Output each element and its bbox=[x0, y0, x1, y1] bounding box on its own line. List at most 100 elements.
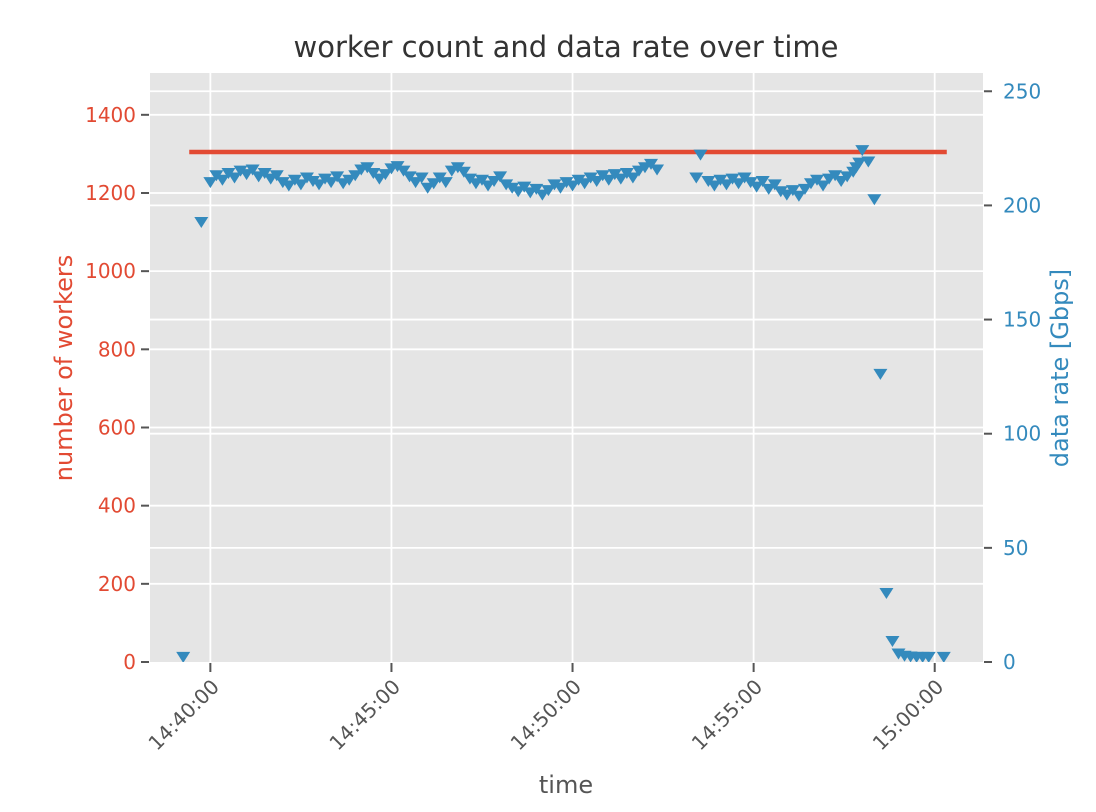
data-rate-marker bbox=[852, 157, 867, 169]
data-rate-marker bbox=[571, 174, 586, 186]
data-rate-marker bbox=[293, 179, 308, 191]
left-tick-label: 1400 bbox=[85, 103, 136, 127]
data-rate-marker bbox=[810, 174, 825, 186]
chart-title: worker count and data rate over time bbox=[293, 30, 838, 64]
data-rate-marker bbox=[511, 186, 526, 198]
data-rate-marker bbox=[312, 179, 327, 191]
right-y-axis-label: data rate [Gbps] bbox=[1046, 269, 1074, 467]
left-y-axis-label: number of workers bbox=[50, 255, 78, 481]
data-rate-marker bbox=[577, 178, 592, 190]
data-rate-marker bbox=[731, 178, 746, 190]
left-tick-label: 1000 bbox=[85, 259, 136, 283]
left-tick-label: 1200 bbox=[85, 181, 136, 205]
data-rate-marker bbox=[601, 174, 616, 186]
x-tick-label: 15:00:00 bbox=[868, 675, 948, 755]
left-tick-label: 600 bbox=[98, 415, 136, 439]
data-rate-marker bbox=[499, 179, 514, 191]
left-tick-label: 200 bbox=[98, 572, 136, 596]
x-tick-label: 14:45:00 bbox=[324, 675, 404, 755]
data-rate-marker bbox=[867, 194, 882, 206]
data-rate-marker bbox=[305, 175, 320, 187]
data-rate-marker bbox=[372, 173, 387, 185]
data-rate-marker bbox=[245, 164, 260, 176]
data-rate-marker bbox=[834, 175, 849, 187]
data-rate-marker bbox=[719, 179, 734, 191]
data-rate-marker bbox=[505, 182, 520, 194]
data-rate-marker bbox=[414, 172, 429, 184]
data-rate-marker bbox=[840, 171, 855, 183]
data-rate-marker bbox=[233, 165, 248, 177]
data-rate-marker bbox=[487, 175, 502, 187]
left-tick-label: 0 bbox=[123, 650, 136, 674]
data-rate-marker bbox=[194, 217, 209, 229]
data-rate-marker bbox=[481, 180, 496, 192]
data-rate-marker bbox=[456, 166, 471, 178]
data-rate-marker bbox=[797, 183, 812, 195]
data-rate-marker bbox=[360, 162, 375, 174]
right-tick-label: 50 bbox=[1003, 536, 1028, 560]
data-rate-marker bbox=[517, 181, 532, 193]
x-axis-label: time bbox=[539, 771, 593, 799]
data-rate-marker bbox=[330, 171, 345, 183]
data-rate-marker bbox=[408, 177, 423, 189]
left-tick-label: 800 bbox=[98, 337, 136, 361]
data-rate-marker bbox=[791, 190, 806, 202]
data-rate-marker bbox=[761, 183, 776, 195]
right-tick-label: 150 bbox=[1003, 308, 1041, 332]
data-rate-marker bbox=[855, 145, 870, 157]
data-rate-marker bbox=[828, 170, 843, 182]
data-rate-marker bbox=[559, 177, 574, 189]
right-tick-label: 200 bbox=[1003, 193, 1041, 217]
data-rate-marker bbox=[474, 174, 489, 186]
data-rate-marker bbox=[215, 174, 230, 186]
data-rate-marker bbox=[227, 172, 242, 184]
data-rate-marker bbox=[203, 177, 218, 189]
data-rate-marker bbox=[269, 170, 284, 182]
data-rate-marker bbox=[936, 651, 951, 662]
data-rate-marker bbox=[547, 179, 562, 191]
data-rate-marker bbox=[755, 175, 770, 187]
data-rate-marker bbox=[921, 651, 936, 662]
data-rate-marker bbox=[420, 182, 435, 194]
data-rate-marker bbox=[299, 172, 314, 184]
data-rate-marker bbox=[873, 368, 888, 380]
data-rate-marker bbox=[879, 588, 894, 600]
data-rate-marker bbox=[281, 180, 296, 192]
data-rate-marker bbox=[885, 635, 900, 647]
data-rate-marker bbox=[767, 179, 782, 191]
data-rate-marker bbox=[438, 177, 453, 189]
right-tick-label: 250 bbox=[1003, 79, 1041, 103]
data-rate-marker bbox=[644, 158, 659, 170]
data-rate-marker bbox=[693, 149, 708, 161]
data-rate-marker bbox=[275, 177, 290, 189]
data-rate-marker bbox=[366, 167, 381, 179]
data-rate-marker bbox=[342, 174, 357, 186]
data-rate-marker bbox=[773, 186, 788, 198]
x-tick-label: 14:50:00 bbox=[506, 675, 586, 755]
data-rate-marker bbox=[176, 651, 191, 662]
left-tick-label: 400 bbox=[98, 494, 136, 518]
data-rate-marker bbox=[529, 183, 544, 195]
right-tick-label: 100 bbox=[1003, 422, 1041, 446]
data-rate-marker bbox=[378, 169, 393, 181]
plot-series bbox=[176, 145, 951, 662]
plot-panel bbox=[150, 73, 983, 662]
data-rate-marker bbox=[707, 180, 722, 192]
data-rate-marker bbox=[493, 171, 508, 183]
plot-area bbox=[150, 73, 983, 662]
data-rate-marker bbox=[625, 172, 640, 184]
x-tick-label: 14:55:00 bbox=[687, 675, 767, 755]
data-rate-marker bbox=[779, 189, 794, 201]
data-rate-marker bbox=[553, 182, 568, 194]
data-rate-marker bbox=[324, 177, 339, 189]
data-rate-marker bbox=[318, 173, 333, 185]
right-tick-label: 0 bbox=[1003, 650, 1016, 674]
data-rate-marker bbox=[613, 173, 628, 185]
data-rate-marker bbox=[861, 156, 876, 168]
data-rate-marker bbox=[396, 165, 411, 177]
data-rate-marker bbox=[650, 164, 665, 176]
data-rate-marker bbox=[535, 189, 550, 201]
data-rate-marker bbox=[565, 180, 580, 192]
